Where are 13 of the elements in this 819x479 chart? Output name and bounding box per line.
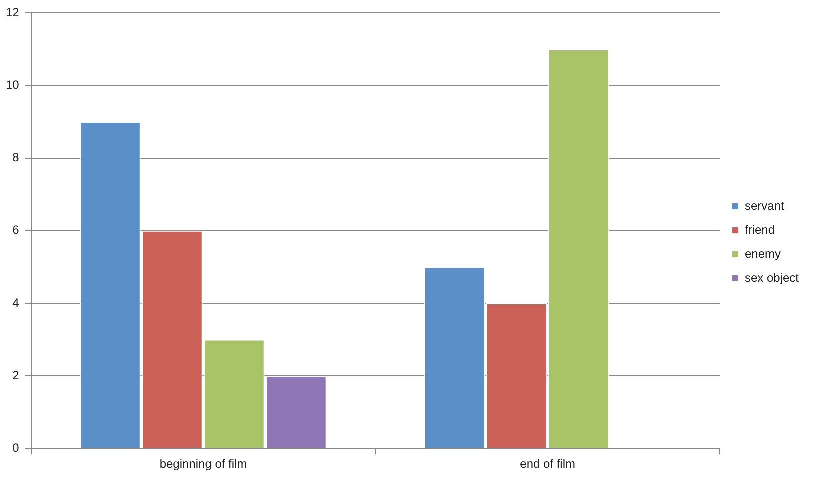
y-tick-label: 10 — [6, 78, 20, 92]
legend-label: friend — [744, 222, 775, 237]
y-tick-label: 4 — [12, 296, 20, 310]
x-tick-label: beginning of film — [160, 457, 248, 472]
legend-label: servant — [744, 198, 785, 213]
y-tick-label: 12 — [6, 6, 20, 20]
y-tick-label: 6 — [12, 223, 20, 238]
legend-label: sex object — [744, 270, 800, 285]
y-tick-label: 8 — [12, 150, 20, 165]
y-tick-label: 2 — [12, 368, 20, 382]
y-tick-label: 0 — [12, 440, 20, 455]
legend-label: enemy — [744, 246, 781, 261]
x-tick-label: end of film — [520, 457, 576, 472]
